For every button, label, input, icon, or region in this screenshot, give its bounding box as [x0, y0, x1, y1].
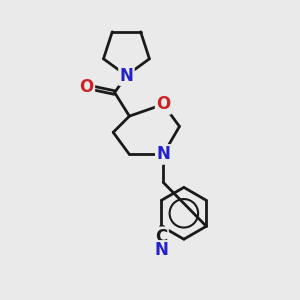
- Text: C: C: [155, 228, 167, 246]
- Text: N: N: [154, 242, 168, 260]
- Text: O: O: [80, 78, 94, 96]
- Text: N: N: [119, 67, 134, 85]
- Text: O: O: [156, 95, 170, 113]
- Text: N: N: [156, 146, 170, 164]
